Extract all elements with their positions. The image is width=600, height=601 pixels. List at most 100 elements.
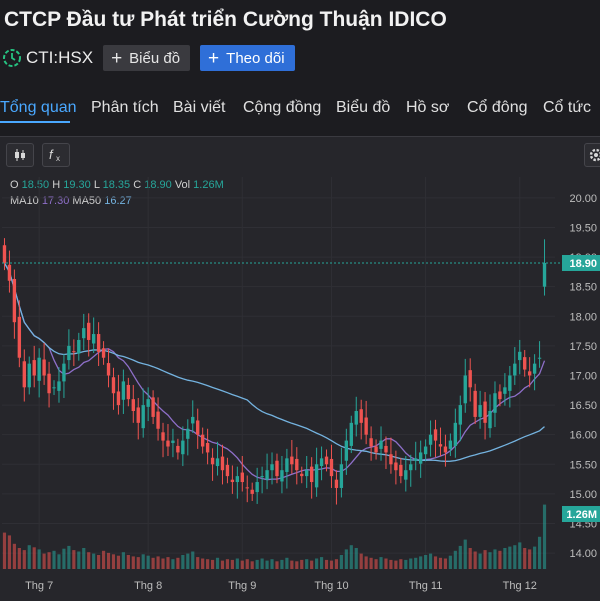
- volume-bar: [334, 559, 339, 569]
- candle-body: [215, 458, 220, 467]
- follow-label: Theo dõi: [226, 49, 285, 67]
- volume-bar: [280, 559, 284, 569]
- candle-body: [82, 328, 86, 339]
- tab-shareholders[interactable]: Cổ đông: [467, 99, 528, 116]
- candle-body: [468, 370, 472, 388]
- volume-bar: [156, 556, 160, 569]
- candle-body: [488, 411, 492, 429]
- candle-body: [32, 360, 36, 376]
- candle-body: [62, 363, 66, 382]
- price-chart-panel: f x O 18.50 H 19.30 L 18.35 C 18.90 Vol …: [0, 136, 600, 601]
- follow-button[interactable]: + Theo dõi: [200, 45, 295, 71]
- tab-overview[interactable]: Tổng quan: [0, 99, 77, 116]
- volume-bar: [443, 558, 448, 569]
- ticker-symbol: CTI:HSX: [26, 48, 94, 67]
- volume-bar: [537, 536, 542, 569]
- volume-bar: [349, 545, 353, 569]
- candle-body: [423, 446, 428, 455]
- candle-body: [309, 466, 314, 483]
- candle-body: [96, 334, 101, 352]
- volume-bar: [17, 548, 21, 569]
- candle-body: [250, 489, 254, 494]
- candle-body: [438, 444, 443, 447]
- candle-body: [111, 377, 116, 394]
- candle-body: [275, 460, 279, 477]
- candle-body: [27, 363, 31, 388]
- candle-body: [106, 363, 111, 376]
- volume-bar: [300, 559, 304, 569]
- open-value: 18.50: [21, 179, 50, 191]
- candle-body: [17, 316, 22, 358]
- x-axis-tick-label: Thg 12: [503, 580, 537, 592]
- volume-bar: [72, 550, 76, 569]
- volume-bar: [404, 559, 408, 569]
- volume-bar: [503, 548, 507, 569]
- candle-body: [527, 371, 532, 376]
- volume-bar: [260, 558, 264, 569]
- y-axis-tick-label: 17.50: [569, 341, 597, 353]
- candle-body: [245, 487, 249, 489]
- volume-bar: [295, 561, 299, 569]
- last-price-label: 18.90: [569, 258, 597, 270]
- volume-bar: [166, 557, 170, 569]
- candle-body: [473, 390, 477, 417]
- last-volume-label: 1.26M: [566, 509, 597, 521]
- indicator-button[interactable]: f x: [42, 143, 70, 167]
- candle-body: [67, 345, 71, 361]
- candle-body: [513, 363, 517, 376]
- add-chart-button[interactable]: + Biểu đồ: [103, 45, 191, 71]
- volume-bar: [359, 553, 363, 569]
- candle-body: [379, 440, 383, 449]
- candle-body: [478, 405, 482, 417]
- candle-body: [2, 245, 7, 263]
- low-value: 18.35: [102, 179, 131, 191]
- candle-body: [57, 381, 61, 391]
- candle-body: [334, 479, 339, 488]
- candle-body: [537, 357, 542, 359]
- candle-body: [191, 416, 195, 424]
- volume-bar: [523, 548, 527, 569]
- svg-text:x: x: [56, 154, 60, 163]
- volume-bar: [478, 553, 482, 569]
- candle-body: [508, 375, 512, 391]
- tab-analysis[interactable]: Phân tích: [91, 99, 159, 116]
- candle-body: [418, 452, 423, 464]
- ticker-row: CTI:HSX + Biểu đồ + Theo dõi: [0, 44, 305, 72]
- volume-bar: [528, 549, 532, 569]
- y-axis-tick-label: 17.00: [569, 370, 597, 382]
- volume-bar: [27, 545, 31, 569]
- volume-bar: [364, 556, 368, 569]
- volume-bar: [270, 559, 274, 569]
- volume-bar: [409, 558, 413, 569]
- tab-chart[interactable]: Biểu đồ: [336, 99, 391, 116]
- volume-bar: [255, 559, 259, 569]
- candle-body: [136, 407, 140, 423]
- volume-label: Vol: [174, 179, 191, 191]
- active-tab-indicator: [0, 121, 70, 123]
- volume-bar: [374, 559, 378, 569]
- candle-type-button[interactable]: [6, 143, 34, 167]
- tab-profile[interactable]: Hồ sơ: [406, 99, 450, 116]
- svg-text:f: f: [49, 147, 54, 162]
- volume-bar: [176, 557, 180, 569]
- y-axis-tick-label: 18.00: [569, 311, 597, 323]
- candle-body: [72, 351, 76, 353]
- tab-posts[interactable]: Bài viết: [173, 99, 226, 116]
- volume-bar: [215, 557, 220, 569]
- candle-body: [394, 462, 398, 471]
- settings-button[interactable]: [584, 143, 600, 167]
- candle-body: [443, 446, 448, 453]
- candle-body: [225, 464, 230, 477]
- candle-body: [210, 457, 215, 465]
- volume-bar: [354, 548, 358, 569]
- candle-body: [433, 429, 438, 441]
- tab-community[interactable]: Cộng đồng: [243, 99, 322, 116]
- candle-body: [404, 470, 408, 480]
- add-chart-label: Biểu đồ: [129, 49, 181, 67]
- tab-dividends[interactable]: Cổ tức: [543, 99, 592, 116]
- candlestick-chart[interactable]: 20.0019.5019.0018.5018.0017.5017.0016.50…: [0, 137, 600, 601]
- candle-body: [7, 264, 12, 281]
- candle-body: [314, 464, 319, 488]
- volume-bar: [42, 553, 46, 569]
- candle-body: [176, 445, 180, 453]
